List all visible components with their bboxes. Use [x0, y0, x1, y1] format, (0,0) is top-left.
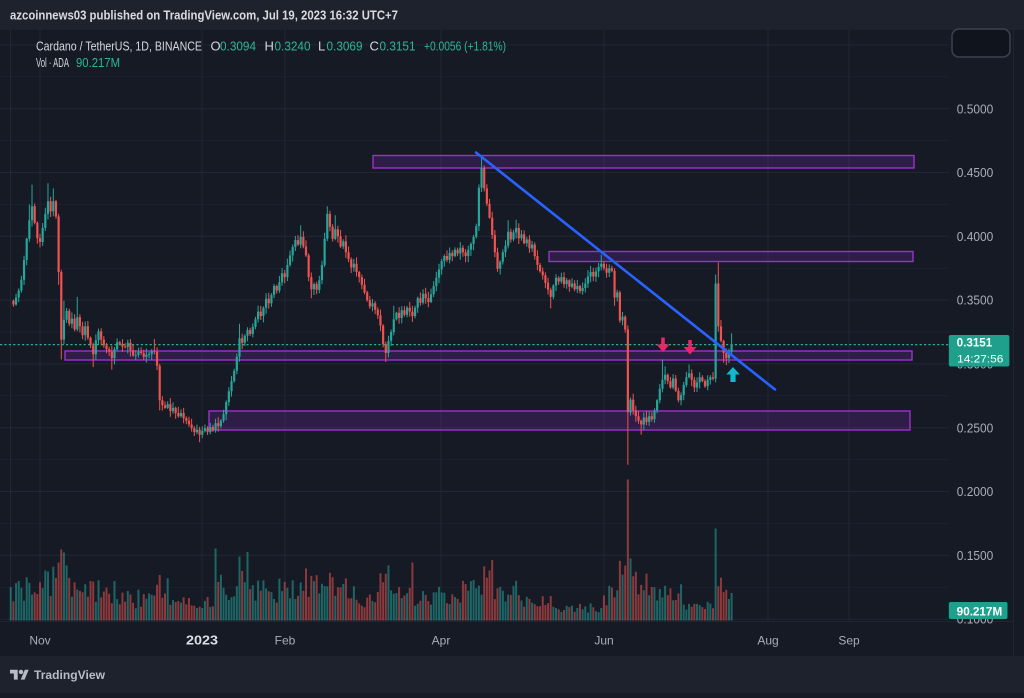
svg-text:Feb: Feb [275, 633, 296, 647]
svg-text:0.3151: 0.3151 [380, 38, 416, 53]
svg-text:0.2500: 0.2500 [957, 421, 994, 435]
svg-text:O: O [211, 38, 221, 53]
svg-text:90.217M: 90.217M [76, 55, 120, 70]
svg-text:0.4500: 0.4500 [957, 166, 994, 180]
svg-text:Nov: Nov [29, 633, 50, 647]
svg-text:0.5000: 0.5000 [957, 102, 994, 116]
svg-text:Jun: Jun [594, 633, 613, 647]
svg-text:+0.0056 (+1.81%): +0.0056 (+1.81%) [424, 38, 506, 53]
svg-text:90.217M: 90.217M [957, 607, 1003, 619]
svg-text:0.2000: 0.2000 [957, 485, 994, 499]
svg-text:Cardano / TetherUS, 1D, BINANC: Cardano / TetherUS, 1D, BINANCE [36, 38, 202, 53]
svg-text:0.3500: 0.3500 [957, 294, 994, 308]
svg-text:14:27:56: 14:27:56 [957, 354, 1003, 366]
svg-text:0.4000: 0.4000 [957, 230, 994, 244]
svg-text:TradingView: TradingView [34, 668, 106, 682]
svg-text:0.3151: 0.3151 [957, 338, 993, 350]
svg-text:H: H [265, 38, 274, 53]
svg-text:C: C [370, 38, 379, 53]
svg-text:L: L [318, 38, 325, 53]
svg-text:0.3094: 0.3094 [220, 38, 256, 53]
svg-text:Vol · ADA: Vol · ADA [36, 55, 69, 70]
svg-text:Aug: Aug [757, 633, 778, 647]
svg-text:0.1500: 0.1500 [957, 549, 994, 563]
svg-text:0.3240: 0.3240 [275, 38, 311, 53]
svg-text:azcoinnews03 published on Trad: azcoinnews03 published on TradingView.co… [10, 9, 398, 23]
svg-text:Sep: Sep [838, 633, 860, 647]
svg-text:Apr: Apr [432, 633, 451, 647]
svg-text:2023: 2023 [186, 632, 218, 647]
svg-text:0.3069: 0.3069 [327, 38, 363, 53]
